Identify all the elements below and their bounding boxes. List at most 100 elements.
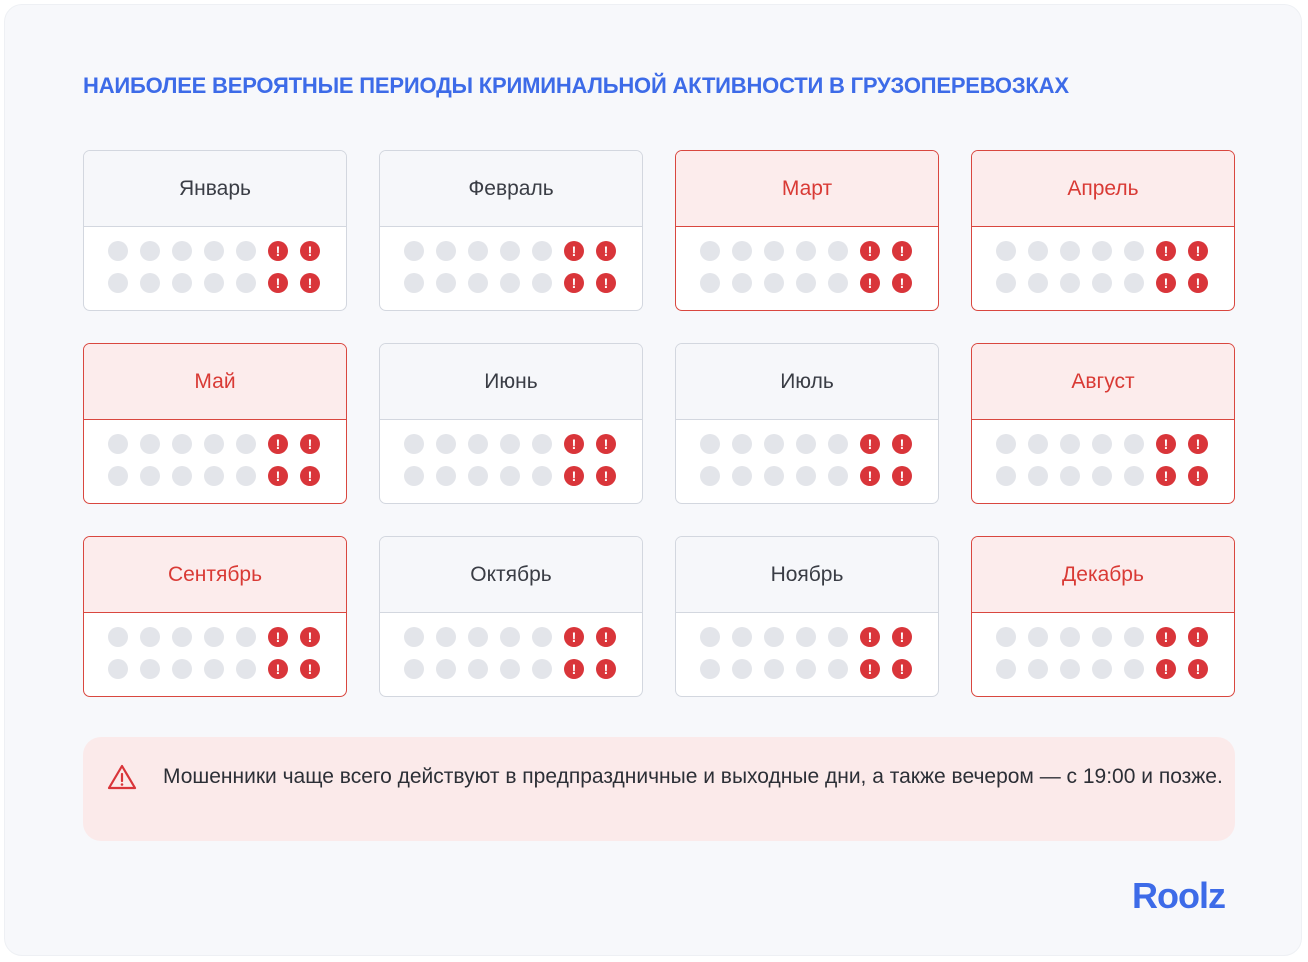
exclamation-icon: ! bbox=[892, 434, 912, 454]
day-dot bbox=[404, 241, 424, 261]
day-dot bbox=[500, 627, 520, 647]
month-card: Ноябрь!!!! bbox=[675, 536, 939, 697]
day-dot bbox=[700, 627, 720, 647]
day-dot bbox=[996, 434, 1016, 454]
exclamation-icon: ! bbox=[1156, 273, 1176, 293]
day-dot bbox=[732, 434, 752, 454]
exclamation-icon: ! bbox=[300, 434, 320, 454]
day-dot bbox=[796, 627, 816, 647]
week-row: !! bbox=[700, 627, 938, 647]
day-dot bbox=[172, 659, 192, 679]
exclamation-icon: ! bbox=[268, 273, 288, 293]
week-row: !! bbox=[108, 241, 346, 261]
exclamation-icon: ! bbox=[1188, 627, 1208, 647]
day-dot bbox=[404, 434, 424, 454]
day-dot bbox=[172, 241, 192, 261]
exclamation-icon: ! bbox=[860, 273, 880, 293]
day-dot bbox=[468, 466, 488, 486]
day-dot bbox=[436, 273, 456, 293]
exclamation-icon: ! bbox=[268, 627, 288, 647]
week-row: !! bbox=[700, 241, 938, 261]
exclamation-icon: ! bbox=[564, 659, 584, 679]
month-card: Декабрь!!!! bbox=[971, 536, 1235, 697]
day-dot bbox=[108, 466, 128, 486]
month-card: Апрель!!!! bbox=[971, 150, 1235, 311]
day-dot bbox=[796, 659, 816, 679]
roolz-logo: Roolz bbox=[1132, 875, 1226, 916]
day-dot bbox=[764, 273, 784, 293]
day-dot bbox=[796, 273, 816, 293]
week-row: !! bbox=[700, 434, 938, 454]
exclamation-icon: ! bbox=[300, 273, 320, 293]
week-row: !! bbox=[700, 273, 938, 293]
week-row: !! bbox=[404, 466, 642, 486]
exclamation-icon: ! bbox=[1188, 273, 1208, 293]
day-dot bbox=[1124, 434, 1144, 454]
week-row: !! bbox=[996, 627, 1234, 647]
exclamation-icon: ! bbox=[564, 627, 584, 647]
exclamation-icon: ! bbox=[300, 627, 320, 647]
infographic-panel: НАИБОЛЕЕ ВЕРОЯТНЫЕ ПЕРИОДЫ КРИМИНАЛЬНОЙ … bbox=[4, 4, 1302, 956]
week-row: !! bbox=[108, 434, 346, 454]
week-dots: !!!! bbox=[676, 227, 938, 293]
day-dot bbox=[532, 659, 552, 679]
warning-triangle-icon bbox=[107, 764, 137, 790]
day-dot bbox=[700, 273, 720, 293]
day-dot bbox=[204, 241, 224, 261]
month-name: Февраль bbox=[380, 151, 642, 227]
exclamation-icon: ! bbox=[564, 434, 584, 454]
week-row: !! bbox=[996, 434, 1234, 454]
day-dot bbox=[468, 273, 488, 293]
day-dot bbox=[140, 659, 160, 679]
day-dot bbox=[500, 434, 520, 454]
day-dot bbox=[1060, 627, 1080, 647]
day-dot bbox=[468, 241, 488, 261]
exclamation-icon: ! bbox=[1188, 466, 1208, 486]
day-dot bbox=[1060, 466, 1080, 486]
day-dot bbox=[764, 241, 784, 261]
exclamation-icon: ! bbox=[268, 659, 288, 679]
month-name: Апрель bbox=[972, 151, 1234, 227]
month-card: Февраль!!!! bbox=[379, 150, 643, 311]
week-dots: !!!! bbox=[972, 420, 1234, 486]
day-dot bbox=[1124, 627, 1144, 647]
month-card: Июль!!!! bbox=[675, 343, 939, 504]
day-dot bbox=[732, 241, 752, 261]
month-card: Август!!!! bbox=[971, 343, 1235, 504]
exclamation-icon: ! bbox=[596, 466, 616, 486]
exclamation-icon: ! bbox=[1156, 466, 1176, 486]
day-dot bbox=[732, 466, 752, 486]
day-dot bbox=[532, 466, 552, 486]
month-card: Сентябрь!!!! bbox=[83, 536, 347, 697]
exclamation-icon: ! bbox=[1156, 434, 1176, 454]
month-card: Октябрь!!!! bbox=[379, 536, 643, 697]
day-dot bbox=[468, 434, 488, 454]
day-dot bbox=[1124, 241, 1144, 261]
day-dot bbox=[1060, 273, 1080, 293]
month-name: Январь bbox=[84, 151, 346, 227]
day-dot bbox=[140, 434, 160, 454]
day-dot bbox=[436, 659, 456, 679]
day-dot bbox=[796, 434, 816, 454]
week-dots: !!!! bbox=[84, 613, 346, 679]
month-name: Октябрь bbox=[380, 537, 642, 613]
day-dot bbox=[140, 273, 160, 293]
week-row: !! bbox=[404, 659, 642, 679]
months-grid: Январь!!!! Февраль!!!! Март!!!! Апрель!!!! М… bbox=[83, 150, 1235, 697]
day-dot bbox=[532, 627, 552, 647]
day-dot bbox=[236, 241, 256, 261]
week-row: !! bbox=[108, 273, 346, 293]
month-name: Июль bbox=[676, 344, 938, 420]
day-dot bbox=[764, 659, 784, 679]
day-dot bbox=[1124, 273, 1144, 293]
exclamation-icon: ! bbox=[892, 241, 912, 261]
exclamation-icon: ! bbox=[860, 627, 880, 647]
exclamation-icon: ! bbox=[860, 241, 880, 261]
day-dot bbox=[996, 273, 1016, 293]
page-title: НАИБОЛЕЕ ВЕРОЯТНЫЕ ПЕРИОДЫ КРИМИНАЛЬНОЙ … bbox=[83, 73, 1069, 98]
day-dot bbox=[204, 273, 224, 293]
day-dot bbox=[204, 434, 224, 454]
day-dot bbox=[500, 659, 520, 679]
day-dot bbox=[700, 241, 720, 261]
month-name: Март bbox=[676, 151, 938, 227]
